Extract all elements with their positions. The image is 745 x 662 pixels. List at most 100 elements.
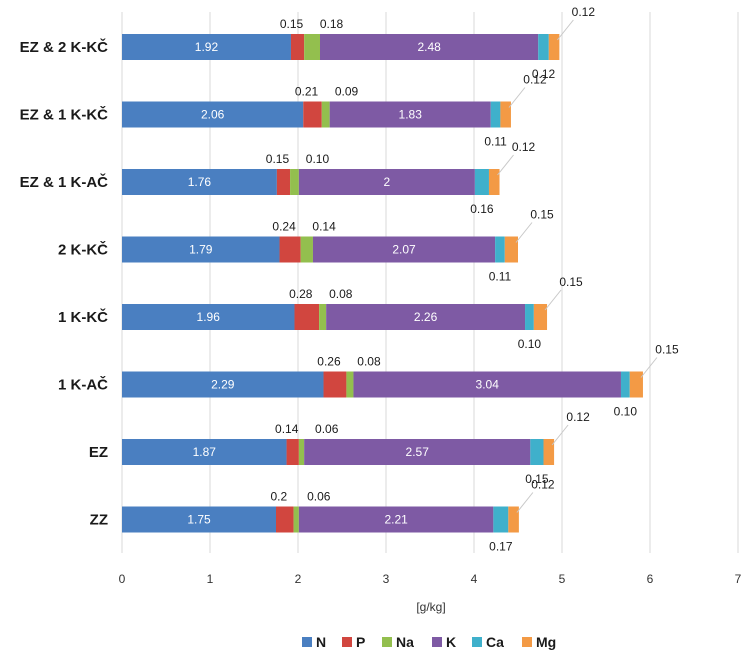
legend-label-ca: Ca	[486, 634, 504, 650]
data-label-n: 1.92	[195, 40, 219, 54]
bar-segment-k	[329, 101, 491, 128]
bar-segment-k	[326, 304, 526, 330]
data-label-na: 0.14	[312, 220, 336, 234]
bar-segment-mg	[500, 101, 511, 128]
data-label-na: 0.08	[329, 287, 353, 301]
bar-segment-mg	[508, 506, 519, 533]
data-label-p: 0.21	[295, 85, 319, 99]
bar-segment-n	[122, 371, 324, 398]
data-label-mg: 0.12	[572, 5, 596, 19]
category-label: 1 K-AČ	[58, 376, 108, 394]
bar-segment-p	[279, 236, 301, 263]
bar-segment-p	[290, 34, 305, 60]
x-tick-label: 7	[735, 572, 742, 586]
data-label-ca: 0.17	[489, 540, 513, 554]
data-label-mg: 0.12	[512, 140, 536, 154]
data-label-k: 2	[384, 175, 391, 189]
legend-swatch-ca	[472, 637, 482, 647]
bar-segment-n	[122, 304, 295, 330]
bar-segment-na	[319, 304, 327, 330]
bar-segment-p	[323, 371, 347, 398]
x-tick-label: 1	[207, 572, 214, 586]
bar-segment-na	[298, 439, 305, 465]
legend: N P Na K Ca Mg	[302, 634, 556, 650]
data-label-k: 3.04	[476, 378, 500, 392]
bar-segment-n	[122, 169, 277, 195]
data-label-k: 2.07	[392, 243, 416, 257]
bar-segment-p	[276, 506, 294, 533]
data-label-p: 0.26	[317, 355, 341, 369]
data-label-k: 1.83	[399, 108, 423, 122]
bar-segment-k	[312, 236, 496, 263]
bar-segment-n	[122, 236, 280, 263]
data-label-n: 1.76	[188, 175, 212, 189]
data-label-p: 0.2	[270, 490, 287, 504]
data-label-n: 2.06	[201, 108, 225, 122]
leader-line-mg	[515, 222, 533, 243]
x-tick-label: 5	[559, 572, 566, 586]
bar-segment-mg	[533, 304, 548, 330]
data-label-ca: 0.10	[614, 405, 638, 419]
data-label-n: 1.96	[197, 310, 221, 324]
bar-segment-k	[304, 439, 531, 465]
category-label: 1 K-KČ	[58, 308, 108, 326]
data-label-mg: 0.15	[559, 275, 583, 289]
x-tick-label: 2	[295, 572, 302, 586]
bar-segment-p	[303, 101, 322, 128]
leader-line-mg	[497, 154, 514, 176]
bar-segment-n	[122, 439, 287, 465]
bar-segment-mg	[548, 34, 560, 60]
legend-swatch-n	[302, 637, 312, 647]
x-tick-label: 4	[471, 572, 478, 586]
bar-segment-p	[294, 304, 320, 330]
bar-segment-mg	[488, 169, 500, 195]
x-tick-labels: 0 1 2 3 4 5 6 7	[119, 572, 742, 586]
data-label-k: 2.21	[384, 513, 408, 527]
bar-segment-ca	[538, 34, 549, 60]
data-label-na: 0.06	[315, 422, 339, 436]
bar-segment-k	[298, 169, 475, 195]
bar-segment-k	[353, 371, 621, 398]
data-label-na: 0.06	[307, 490, 331, 504]
leader-line-mg	[544, 289, 562, 311]
legend-label-na: Na	[396, 634, 414, 650]
data-label-p: 0.15	[266, 152, 290, 166]
bar-segment-na	[346, 371, 354, 398]
x-tick-label: 6	[647, 572, 654, 586]
data-label-k: 2.26	[414, 310, 438, 324]
bar-segment-n	[122, 101, 304, 128]
category-label: EZ & 1 K-AČ	[20, 173, 109, 191]
bar-segment-ca	[490, 101, 501, 128]
data-label-ca: 0.10	[518, 337, 542, 351]
leader-line-mg	[556, 19, 574, 41]
data-label-p: 0.14	[275, 422, 299, 436]
data-label-mg: 0.15	[530, 208, 554, 222]
legend-label-mg: Mg	[536, 634, 556, 650]
data-label-n: 1.87	[193, 445, 217, 459]
bar-segment-ca	[493, 506, 509, 533]
bar-segment-na	[300, 236, 313, 263]
bar-segment-na	[304, 34, 320, 60]
category-label: EZ & 2 K-KČ	[20, 38, 109, 56]
bar-segment-k	[298, 506, 494, 533]
data-label-mg: 0.12	[523, 73, 547, 87]
leader-line-mg	[508, 87, 526, 108]
x-tick-label: 3	[383, 572, 390, 586]
legend-swatch-mg	[522, 637, 532, 647]
data-label-p: 0.28	[289, 287, 313, 301]
x-axis-title: [g/kg]	[416, 600, 445, 614]
data-label-ca: 0.12	[532, 67, 556, 81]
data-label-n: 2.29	[211, 378, 235, 392]
bar-segment-ca	[525, 304, 534, 330]
category-label: EZ & 1 K-KČ	[20, 106, 109, 124]
data-label-p: 0.24	[272, 220, 296, 234]
data-label-ca: 0.11	[489, 270, 512, 284]
bar-segment-ca	[495, 236, 505, 263]
x-tick-label: 0	[119, 572, 126, 586]
data-label-ca: 0.15	[525, 472, 549, 486]
bar-segment-mg	[504, 236, 518, 263]
bar-segment-p	[276, 169, 291, 195]
category-label: ZZ	[90, 512, 108, 529]
